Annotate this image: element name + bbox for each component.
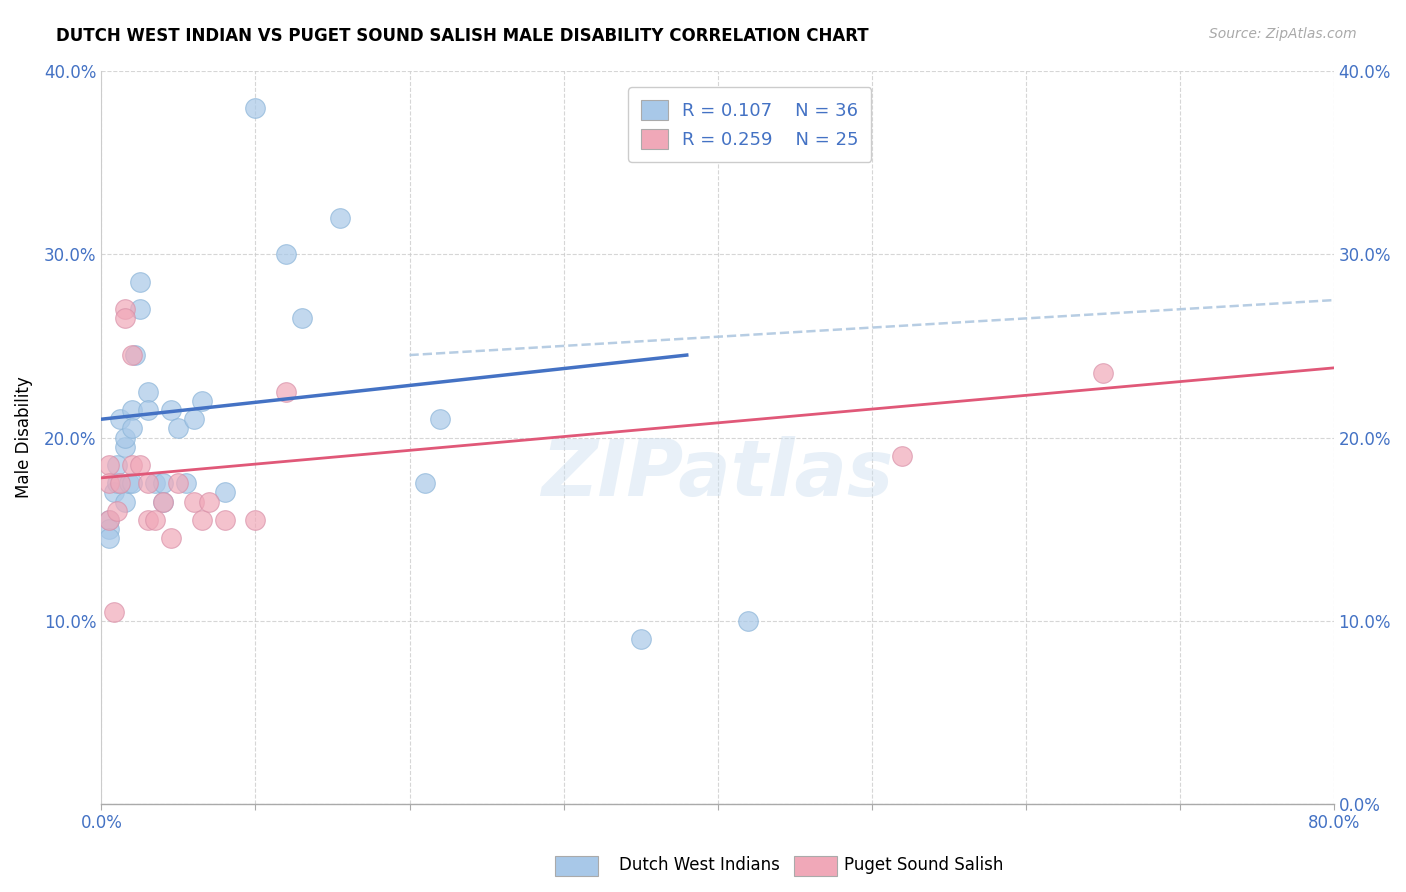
Point <box>152 476 174 491</box>
Point <box>737 614 759 628</box>
Point <box>190 513 212 527</box>
Point <box>329 211 352 225</box>
Point <box>291 311 314 326</box>
Point <box>118 476 141 491</box>
Text: DUTCH WEST INDIAN VS PUGET SOUND SALISH MALE DISABILITY CORRELATION CHART: DUTCH WEST INDIAN VS PUGET SOUND SALISH … <box>56 27 869 45</box>
Point <box>429 412 451 426</box>
Point <box>121 348 143 362</box>
Point <box>114 494 136 508</box>
Point <box>245 513 267 527</box>
Text: ZIPatlas: ZIPatlas <box>541 436 894 512</box>
Point <box>114 440 136 454</box>
Point <box>105 504 128 518</box>
Point <box>121 458 143 472</box>
Point <box>1091 367 1114 381</box>
Point <box>152 494 174 508</box>
Point <box>214 513 236 527</box>
Point <box>145 513 167 527</box>
Point <box>114 311 136 326</box>
Point <box>245 101 267 115</box>
Point <box>103 485 125 500</box>
Point <box>129 302 152 317</box>
Point <box>98 513 121 527</box>
Point <box>105 458 128 472</box>
Text: Dutch West Indians: Dutch West Indians <box>619 855 779 873</box>
Point <box>413 476 436 491</box>
Point <box>167 476 190 491</box>
Point <box>121 403 143 417</box>
Point <box>136 384 159 399</box>
Point <box>103 605 125 619</box>
Point <box>190 393 212 408</box>
Text: Source: ZipAtlas.com: Source: ZipAtlas.com <box>1209 27 1357 41</box>
Point <box>183 494 205 508</box>
Y-axis label: Male Disability: Male Disability <box>15 376 32 499</box>
Point <box>159 403 181 417</box>
Point <box>136 513 159 527</box>
Point <box>98 522 121 536</box>
Point <box>167 421 190 435</box>
Point <box>98 476 121 491</box>
Point <box>214 485 236 500</box>
Point <box>108 476 131 491</box>
Point <box>98 531 121 545</box>
Point <box>98 513 121 527</box>
Point <box>108 412 131 426</box>
Point <box>129 458 152 472</box>
Point <box>136 403 159 417</box>
Point <box>152 494 174 508</box>
Point <box>124 348 146 362</box>
Legend: R = 0.107    N = 36, R = 0.259    N = 25: R = 0.107 N = 36, R = 0.259 N = 25 <box>628 87 872 161</box>
Point <box>630 632 652 646</box>
Point <box>121 421 143 435</box>
Point <box>129 275 152 289</box>
Point <box>121 476 143 491</box>
Point <box>198 494 221 508</box>
Point <box>159 531 181 545</box>
Text: Puget Sound Salish: Puget Sound Salish <box>844 855 1002 873</box>
Point <box>114 302 136 317</box>
Point <box>174 476 197 491</box>
Point <box>145 476 167 491</box>
Point <box>98 458 121 472</box>
Point <box>276 247 298 261</box>
Point <box>276 384 298 399</box>
Point <box>114 430 136 444</box>
Point <box>136 476 159 491</box>
Point <box>183 412 205 426</box>
Point <box>891 449 914 463</box>
Point <box>105 476 128 491</box>
